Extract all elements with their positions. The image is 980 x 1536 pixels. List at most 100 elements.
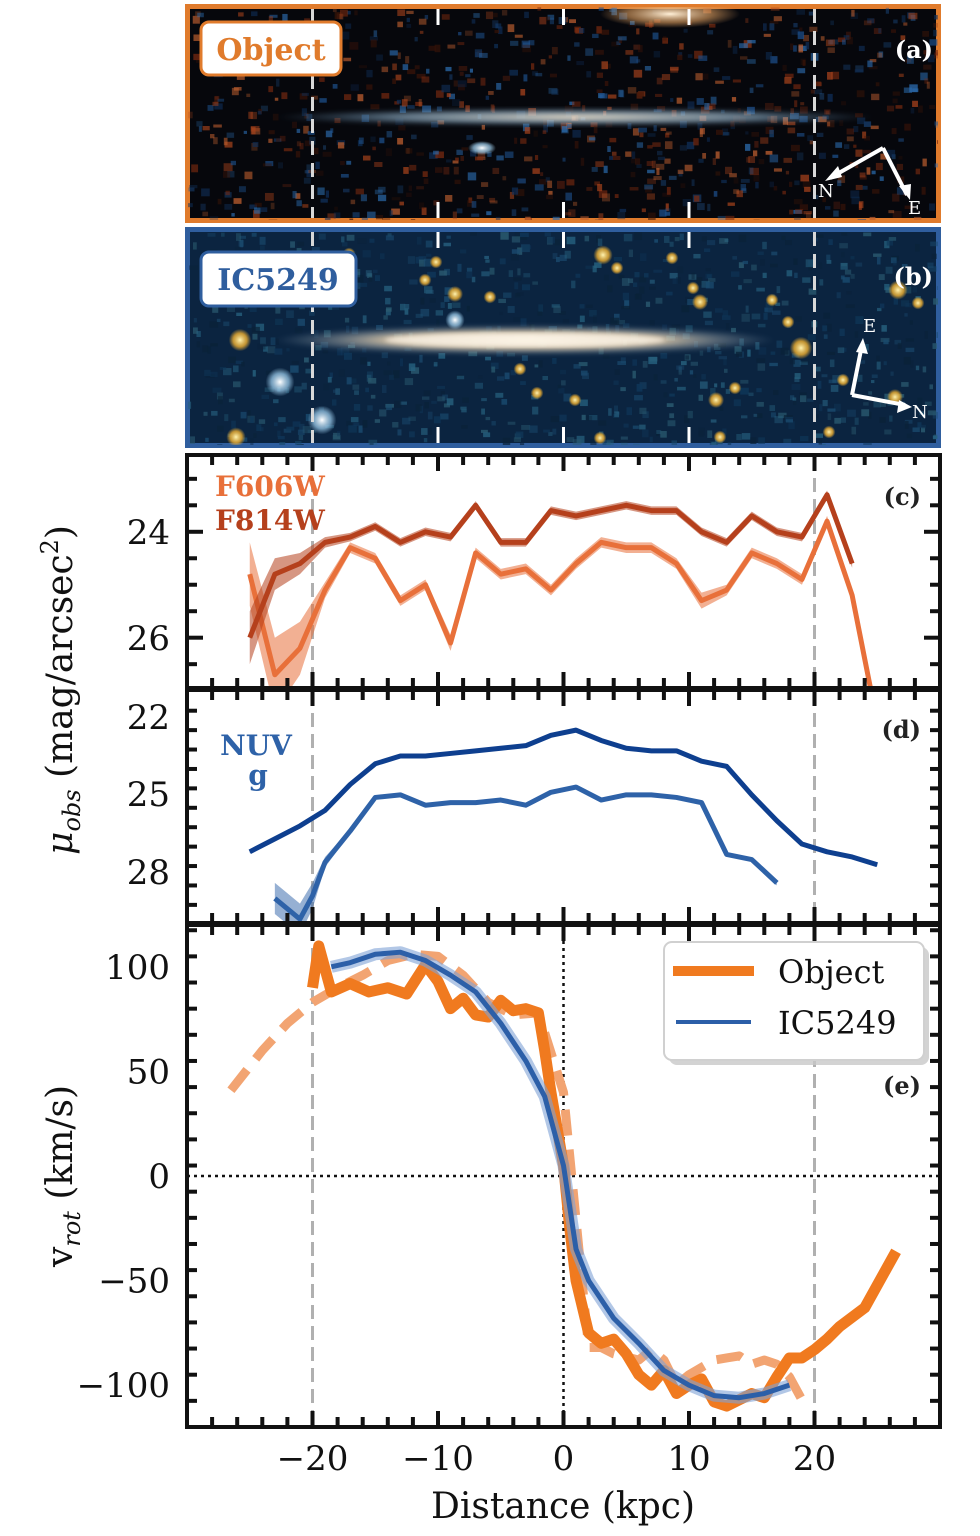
noise-pixel (678, 52, 683, 56)
noise-pixel (827, 413, 832, 420)
noise-pixel (837, 175, 846, 183)
noise-pixel (727, 202, 735, 206)
noise-pixel (689, 370, 694, 375)
noise-pixel (851, 426, 857, 435)
noise-pixel (770, 7, 780, 11)
noise-pixel (282, 13, 288, 22)
noise-pixel (572, 201, 578, 206)
noise-pixel (574, 26, 581, 33)
noise-pixel (851, 9, 855, 17)
noise-pixel (523, 273, 531, 278)
noise-pixel (721, 179, 727, 184)
noise-pixel (480, 429, 488, 433)
noise-pixel (722, 428, 727, 435)
noise-pixel (710, 419, 717, 423)
noise-pixel (223, 171, 231, 178)
ytick-label: 100 (105, 948, 170, 988)
noise-pixel (598, 213, 604, 220)
noise-pixel (621, 278, 630, 286)
noise-pixel (623, 233, 633, 242)
noise-pixel (854, 417, 859, 425)
noise-pixel (416, 236, 422, 245)
noise-pixel (545, 16, 551, 21)
noise-pixel (437, 385, 446, 389)
noise-pixel (842, 39, 846, 45)
noise-pixel (808, 11, 815, 16)
panel-a-image: Object (a) N E (185, 4, 941, 223)
noise-pixel (259, 236, 266, 245)
noise-pixel (922, 158, 927, 167)
noise-pixel (634, 272, 640, 278)
field-star (445, 310, 465, 330)
noise-pixel (657, 156, 666, 161)
noise-pixel (866, 167, 871, 175)
noise-pixel (231, 420, 236, 429)
noise-pixel (539, 16, 547, 25)
field-star (447, 286, 463, 302)
noise-pixel (190, 436, 195, 444)
noise-pixel (788, 181, 793, 187)
noise-pixel (373, 30, 378, 37)
noise-pixel (350, 199, 356, 205)
noise-pixel (828, 239, 833, 245)
noise-pixel (593, 125, 598, 134)
noise-pixel (681, 305, 690, 313)
noise-pixel (435, 151, 444, 159)
noise-pixel (553, 306, 561, 314)
noise-pixel (318, 233, 326, 240)
noise-pixel (466, 305, 470, 312)
noise-pixel (397, 429, 402, 436)
noise-pixel (457, 80, 467, 88)
noise-pixel (819, 279, 824, 286)
noise-pixel (732, 256, 738, 260)
noise-pixel (236, 75, 245, 80)
legend: Object IC5249 (663, 941, 929, 1065)
noise-pixel (649, 286, 656, 290)
ytick-label: −50 (98, 1262, 170, 1302)
noise-pixel (465, 74, 471, 78)
noise-pixel (592, 265, 597, 273)
noise-pixel (428, 45, 436, 51)
v-symbol: v (40, 1246, 81, 1268)
noise-pixel (586, 304, 593, 308)
noise-pixel (496, 82, 502, 90)
noise-pixel (743, 279, 752, 284)
noise-pixel (614, 369, 620, 375)
noise-pixel (481, 408, 485, 415)
compass-a: N E (818, 146, 921, 219)
noise-pixel (794, 377, 800, 383)
noise-pixel (195, 59, 200, 63)
noise-pixel (641, 208, 646, 213)
noise-pixel (335, 388, 340, 395)
noise-pixel (740, 178, 750, 183)
noise-pixel (856, 90, 865, 98)
noise-pixel (449, 74, 453, 80)
noise-pixel (886, 105, 895, 112)
noise-pixel (496, 155, 504, 161)
noise-pixel (196, 121, 203, 127)
noise-pixel (411, 134, 417, 140)
noise-pixel (534, 364, 539, 368)
noise-pixel (576, 60, 585, 66)
noise-pixel (715, 129, 723, 135)
noise-pixel (799, 204, 809, 211)
ytick-label: −100 (77, 1366, 170, 1406)
ytick-label: 22 (127, 698, 170, 738)
noise-pixel (404, 378, 414, 386)
noise-pixel (636, 164, 642, 169)
noise-pixel (564, 250, 571, 259)
noise-pixel (572, 439, 582, 445)
noise-pixel (800, 102, 805, 106)
noise-pixel (859, 172, 866, 178)
noise-pixel (598, 420, 607, 426)
noise-pixel (424, 14, 429, 20)
noise-pixel (778, 412, 787, 419)
noise-pixel (859, 360, 866, 364)
noise-pixel (803, 34, 809, 42)
noise-pixel (542, 375, 549, 381)
noise-pixel (547, 180, 553, 188)
noise-pixel (421, 207, 427, 215)
noise-pixel (654, 239, 658, 243)
noise-pixel (580, 370, 588, 376)
noise-pixel (437, 396, 445, 402)
